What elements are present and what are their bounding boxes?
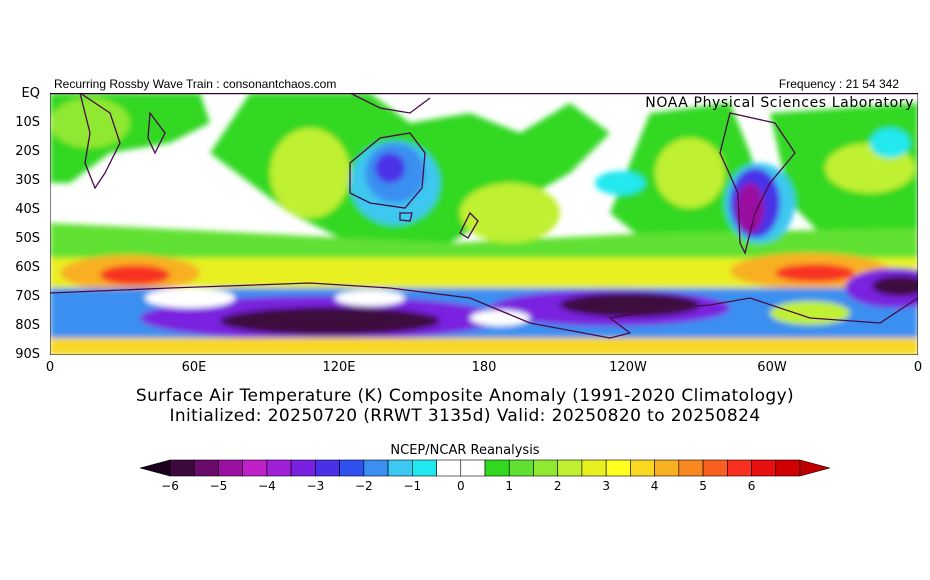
colorbar-swatch: [460, 459, 486, 477]
colorbar-swatch: [727, 459, 752, 477]
lat-label: 50S: [15, 231, 40, 246]
lon-label: 0: [913, 360, 923, 375]
colorbar-swatch: [339, 459, 365, 477]
colorbar-swatch: [484, 459, 510, 477]
coastlines: [50, 93, 918, 339]
colorbar-swatch: [412, 459, 437, 477]
colorbar-swatch: [775, 459, 801, 477]
colorbar-tick-label: −5: [209, 479, 228, 493]
colorbar: [140, 459, 830, 477]
colorbar-swatch: [702, 459, 728, 477]
colorbar-swatch: [630, 459, 655, 477]
lon-label: 60W: [757, 360, 787, 375]
lat-label: EQ: [21, 86, 40, 101]
colorbar-tick-label: −3: [306, 479, 325, 493]
lat-label: 30S: [15, 173, 40, 188]
colorbar-swatch: [654, 459, 680, 477]
lab-label: NOAA Physical Sciences Laboratory: [645, 95, 914, 111]
colorbar-tick-label: 4: [650, 479, 659, 493]
map-subtitle: Initialized: 20250720 (RRWT 3135d) Valid…: [169, 406, 761, 426]
colorbar-swatch: [436, 459, 462, 477]
colorbar-swatch: [751, 459, 777, 477]
lat-label: 40S: [15, 202, 40, 217]
colorbar-swatch: [387, 459, 413, 477]
colorbar-swatch: [605, 459, 631, 477]
colorbar-swatch: [533, 459, 558, 477]
lat-label: 70S: [15, 289, 40, 304]
map-title: Surface Air Temperature (K) Composite An…: [135, 386, 795, 406]
colorbar-swatch: [581, 459, 607, 477]
lat-label: 10S: [15, 115, 40, 130]
colorbar-tick-label: −2: [354, 479, 373, 493]
header-frequency: Frequency : 21 54 342: [778, 77, 899, 91]
colorbar-title: NCEP/NCAR Reanalysis: [390, 443, 540, 458]
lon-label: 180: [471, 360, 497, 375]
colorbar-swatch: [363, 459, 389, 477]
header-source: Recurring Rossby Wave Train : consonantc…: [54, 77, 337, 91]
colorbar-tick-label: 2: [553, 479, 562, 493]
lat-label: 20S: [15, 144, 40, 159]
colorbar-tick-label: −4: [258, 479, 276, 493]
colorbar-swatch: [242, 459, 268, 477]
colorbar-tick-label: −6: [161, 479, 179, 493]
lon-label: 0: [45, 360, 55, 375]
anomaly-map: [50, 93, 918, 355]
colorbar-swatch: [290, 459, 316, 477]
colorbar-swatch: [508, 459, 534, 477]
colorbar-low-arrow: [140, 459, 171, 477]
lat-label: 80S: [15, 318, 40, 333]
colorbar-tick-label: 1: [505, 479, 514, 493]
colorbar-swatch: [266, 459, 292, 477]
colorbar-swatch: [218, 459, 243, 477]
colorbar-swatch: [678, 459, 704, 477]
colorbar-tick-label: 5: [699, 479, 707, 493]
colorbar-swatch: [193, 459, 219, 477]
lon-label: 120E: [322, 360, 356, 375]
colorbar-swatch: [169, 459, 195, 477]
colorbar-swatch: [315, 459, 340, 477]
lon-label: 120W: [609, 360, 647, 375]
colorbar-tick-label: 6: [747, 479, 756, 493]
colorbar-high-arrow: [799, 459, 830, 477]
colorbar-tick-label: 0: [456, 479, 465, 493]
colorbar-swatch: [557, 459, 583, 477]
lon-label: 60E: [181, 360, 207, 375]
lat-label: 90S: [15, 347, 40, 362]
anomaly-field: [50, 93, 918, 355]
colorbar-tick-label: −1: [403, 479, 422, 493]
lat-label: 60S: [15, 260, 40, 275]
colorbar-tick-label: 3: [602, 479, 610, 493]
